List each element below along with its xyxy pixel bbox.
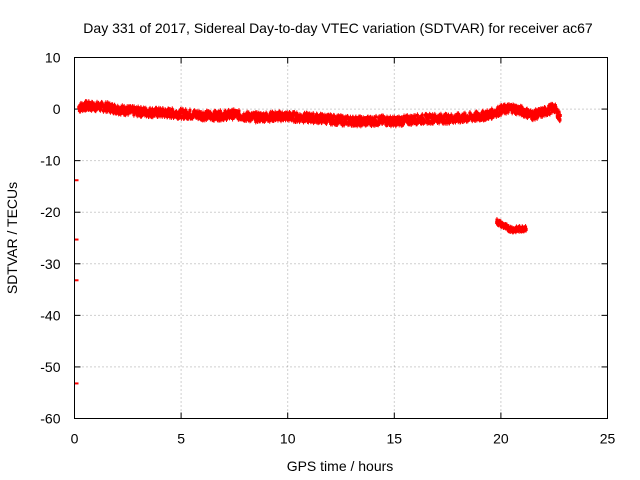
x-tick-label: 5 [177, 431, 185, 447]
y-tick-label: -60 [40, 411, 60, 427]
y-tick-label: 0 [53, 101, 61, 117]
y-tick-label: -20 [40, 204, 60, 220]
axis-ticks: 0 5 10 15 20 25 10 0 -10 -20 -30 -40 -50 -60 [40, 50, 615, 447]
y-tick-label: -30 [40, 256, 60, 272]
x-tick-label: 0 [71, 431, 79, 447]
y-tick-label: -40 [40, 307, 60, 323]
chart-title: Day 331 of 2017, Sidereal Day-to-day VTE… [83, 20, 593, 36]
y-tick-label: 10 [45, 50, 61, 66]
y-tick-label: -50 [40, 359, 60, 375]
y-tick-label: -10 [40, 153, 60, 169]
data-points [74, 99, 562, 385]
x-tick-label: 20 [493, 431, 509, 447]
y-axis-label: SDTVAR / TECUs [4, 182, 20, 294]
plot-frame [74, 57, 608, 419]
x-axis-label: GPS time / hours [287, 458, 394, 474]
x-tick-label: 25 [600, 431, 616, 447]
series-isolated-points [74, 179, 79, 385]
series-main-arc [77, 99, 562, 129]
series-secondary-arc [495, 217, 528, 235]
x-tick-label: 10 [280, 431, 296, 447]
x-tick-label: 15 [387, 431, 403, 447]
